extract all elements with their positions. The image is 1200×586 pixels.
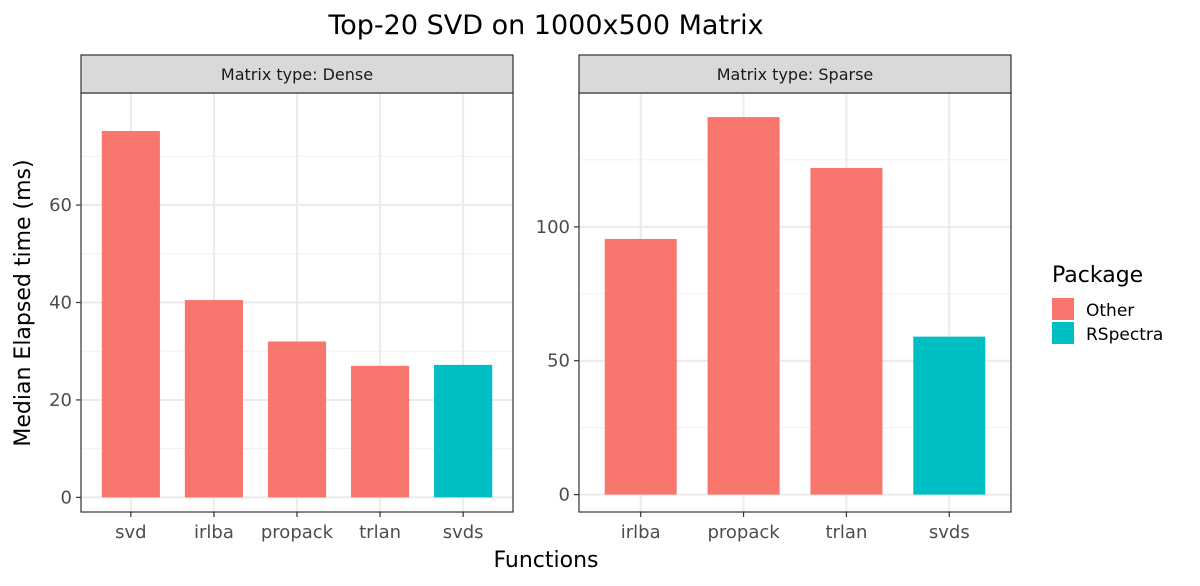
x-tick-label: irlba [194,522,234,543]
y-tick-label: 20 [49,390,72,411]
x-tick-label: propack [261,522,334,543]
bar-irlba [604,238,677,495]
chart-title: Top-20 SVD on 1000x500 Matrix [327,10,763,41]
legend: Package Other RSpectra [1052,263,1163,345]
facet-strip [80,54,514,94]
facet-sparse: Matrix type: Sparse 0 50 100 irlba propack trl… [536,54,1012,543]
y-tick-label: 0 [559,485,570,506]
x-tick-label: trlan [359,522,401,543]
facet-strip-label: Matrix type: Sparse [717,65,874,84]
bar-trlan [351,365,410,498]
x-tick-label: svds [929,522,970,543]
y-tick-label: 50 [547,351,570,372]
y-axis-title: Median Elapsed time (ms) [11,159,36,446]
x-tick-label: trlan [825,522,867,543]
x-axis-title: Functions [493,548,598,573]
legend-label-other: Other [1086,301,1134,321]
bar-propack [267,341,327,498]
bar-svds [913,336,986,495]
x-tick-label: svd [115,522,146,543]
legend-swatch-rspectra [1052,322,1074,344]
legend-title: Package [1052,263,1143,288]
facet-dense: Matrix type: Dense 0 20 40 60 svd irlba propack… [49,54,514,543]
x-tick-label: irlba [621,522,661,543]
x-tick-label: propack [707,522,780,543]
bar-trlan [810,167,883,495]
x-tick-label: svds [443,522,484,543]
bar-irlba [184,300,243,498]
bar-svds [434,364,493,498]
bar-propack [707,117,780,495]
facet-strip-label: Matrix type: Dense [221,65,373,84]
y-tick-label: 0 [61,487,72,508]
y-tick-label: 100 [536,217,570,238]
bar-svd [101,131,160,498]
legend-swatch-other [1052,298,1074,320]
y-tick-label: 60 [49,195,72,216]
legend-label-rspectra: RSpectra [1086,325,1163,345]
facet-strip [578,54,1012,94]
y-tick-label: 40 [49,293,72,314]
